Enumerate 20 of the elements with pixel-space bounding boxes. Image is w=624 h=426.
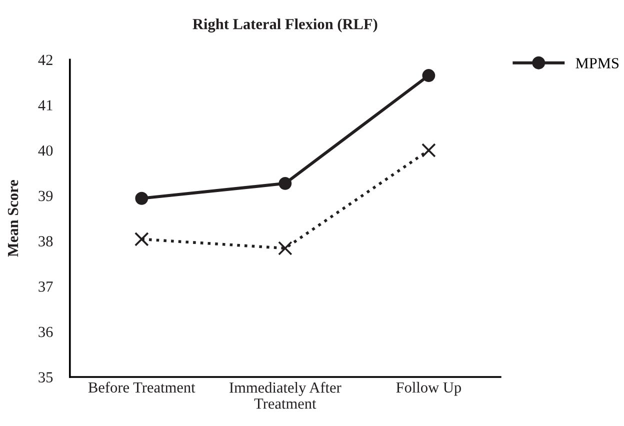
x-tick-label: Immediately After Treatment [230,382,342,409]
y-tick-label: 37 [38,282,53,292]
point [135,192,148,205]
point [422,143,436,158]
y-tick-label: 40 [38,145,53,156]
x-tick-label: Follow Up [396,382,461,396]
point [278,241,292,256]
y-tick-label: 38 [38,236,53,246]
y-tick-label: 35 [38,372,53,382]
y-axis-title: Mean Score [8,180,18,257]
x-tick-label: Before Treatment [88,382,196,393]
point [278,176,292,190]
legend-label: MPMS [576,58,619,68]
point [422,69,436,82]
y-tick-label: 41 [38,100,52,110]
y-tick-label: 36 [38,326,53,338]
point [134,232,149,246]
chart-title: Right Lateral Flexion (RLF) [192,18,378,32]
y-tick-label: 42 [38,54,52,65]
y-tick-label: 39 [38,190,53,202]
